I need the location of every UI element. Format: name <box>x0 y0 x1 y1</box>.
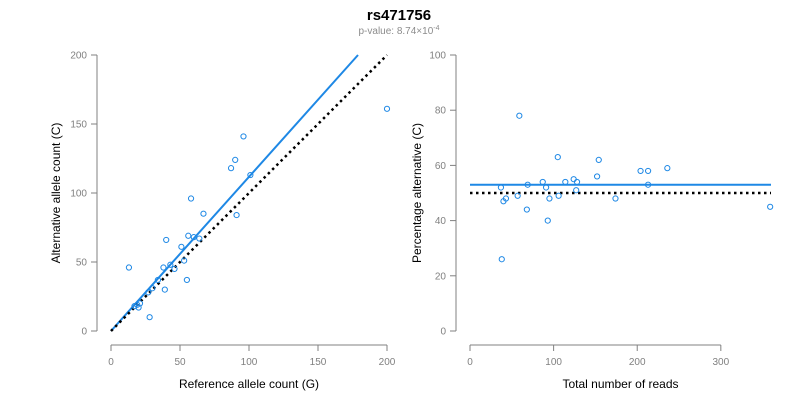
left-data-point <box>196 235 203 242</box>
left-panel-allele-counts: 0 50 100 150 200 0 50 100 150 200 Reference allele… <box>49 51 396 392</box>
left-data-point <box>383 105 391 112</box>
right-x-tick-label: 0 <box>467 357 473 368</box>
left-fit-line <box>110 54 359 332</box>
left-y-tick-label: 50 <box>76 258 88 269</box>
left-data-point <box>200 210 207 217</box>
right-y-tick-label: 40 <box>435 216 447 227</box>
left-data-point <box>227 165 235 172</box>
left-data-point <box>146 314 153 321</box>
p-value-exponent: -4 <box>433 25 439 32</box>
left-data-point <box>247 171 254 179</box>
right-data-point <box>637 167 644 175</box>
left-data-point <box>190 234 197 241</box>
right-data-point <box>497 184 505 191</box>
right-data-point <box>546 195 553 202</box>
left-data-point <box>161 286 168 293</box>
left-y-tick-label: 0 <box>81 327 87 338</box>
right-y-axis-title: Percentage alternative (C) <box>410 123 424 263</box>
left-x-axis-title: Reference allele count (G) <box>179 377 319 391</box>
left-data-point <box>185 232 192 239</box>
right-data-point <box>516 112 523 119</box>
right-data-point <box>570 176 577 183</box>
left-data-point <box>233 211 240 219</box>
left-x-tick-label: 150 <box>310 357 327 368</box>
left-data-point <box>167 261 174 268</box>
right-data-point <box>562 178 569 186</box>
right-y-tick-label: 0 <box>440 327 446 338</box>
right-data-point <box>664 165 671 172</box>
right-data-point <box>593 173 601 180</box>
right-data-point <box>573 187 580 194</box>
right-data-point <box>555 192 562 199</box>
right-data-point <box>644 181 652 188</box>
left-data-point <box>178 243 185 250</box>
left-data-point <box>149 285 156 292</box>
p-value-text: p-value: 8.74×10 <box>358 26 433 37</box>
left-data-point <box>125 264 133 271</box>
left-data-point <box>154 276 162 284</box>
right-x-axis-title: Total number of reads <box>562 377 678 391</box>
left-data-point <box>240 133 247 140</box>
right-data-point <box>524 181 531 188</box>
left-x-tick-label: 50 <box>174 357 186 368</box>
right-data-point <box>539 178 546 186</box>
right-data-point <box>542 184 550 191</box>
left-data-point <box>183 276 190 284</box>
right-data-point <box>502 195 510 202</box>
right-y-tick-label: 20 <box>435 271 447 282</box>
left-x-tick-label: 100 <box>241 357 258 368</box>
right-data-point <box>554 154 561 161</box>
right-data-point <box>523 206 530 213</box>
right-data-point <box>573 178 581 186</box>
left-data-point <box>135 304 142 311</box>
left-data-point <box>232 156 239 163</box>
left-data-point <box>187 195 195 202</box>
right-x-tick-label: 200 <box>629 357 646 368</box>
right-data-point <box>498 256 505 263</box>
right-data-point <box>767 203 774 210</box>
right-x-tick-label: 100 <box>545 357 562 368</box>
left-y-tick-label: 200 <box>70 51 87 62</box>
left-data-point <box>136 300 144 307</box>
right-data-point <box>612 195 619 202</box>
left-y-tick-label: 150 <box>70 120 87 131</box>
p-value-subtitle: p-value: 8.74×10-4 <box>358 25 439 37</box>
right-data-point <box>514 192 521 199</box>
left-x-tick-label: 200 <box>379 357 396 368</box>
left-y-tick-label: 100 <box>70 189 87 200</box>
right-x-tick-label: 300 <box>712 357 729 368</box>
left-data-point <box>171 265 178 272</box>
left-data-point <box>181 257 188 264</box>
left-x-tick-label: 0 <box>108 357 114 368</box>
chart-title: rs471756 <box>367 7 431 24</box>
right-data-point <box>544 217 551 224</box>
right-y-tick-label: 60 <box>435 161 447 172</box>
left-data-point <box>160 264 167 271</box>
left-data-point <box>163 236 170 244</box>
right-y-tick-label: 100 <box>429 51 446 62</box>
right-data-point <box>595 156 602 163</box>
right-data-point <box>644 167 652 175</box>
left-y-axis-title: Alternative allele count (C) <box>49 123 63 264</box>
left-expected-dotted-line <box>110 54 388 332</box>
left-data-point <box>145 289 152 296</box>
right-y-tick-label: 80 <box>435 106 447 117</box>
